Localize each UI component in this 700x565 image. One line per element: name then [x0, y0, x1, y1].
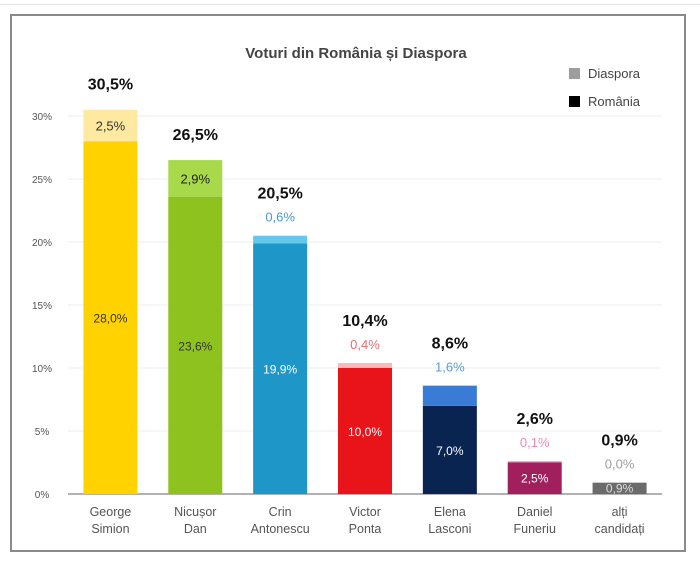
legend: Diaspora România [569, 66, 641, 109]
x-tick-label: Crin [269, 505, 292, 519]
x-tick-label: Ponta [349, 522, 382, 536]
bar-diaspora [338, 362, 392, 368]
total-value-label: 8,6% [432, 336, 468, 353]
total-value-label: 0,9% [601, 433, 637, 450]
bar-diaspora [168, 160, 223, 197]
total-value-label: 26,5% [173, 127, 218, 144]
x-tick-label: Simion [91, 522, 129, 536]
romania-value-label: 28,0% [93, 312, 127, 326]
x-tick-label: candidați [595, 522, 645, 536]
bar-group: 19,9% 0,6% 20,5% Crin Antonescu [251, 186, 310, 536]
romania-value-label: 10,0% [348, 425, 382, 439]
diaspora-value-label: 0,0% [605, 457, 635, 472]
bar-romania [422, 405, 477, 494]
romania-value-label: 23,6% [178, 339, 212, 353]
bar-diaspora [507, 461, 562, 463]
romania-value-label: 7,0% [436, 444, 464, 458]
bar-group: 10,0% 0,4% 10,4% Victor Ponta [338, 313, 392, 536]
y-tick-label: 0% [35, 490, 50, 501]
bar-diaspora [253, 235, 308, 244]
bar-romania [338, 368, 392, 494]
bar-group: 2,5% 0,1% 2,6% Daniel Funeriu [507, 411, 562, 536]
x-tick-label: Victor [349, 505, 381, 519]
bar-group: 7,0% 1,6% 8,6% Elena Lasconi [422, 336, 477, 536]
x-tick-label: Funeriu [514, 522, 556, 536]
total-value-label: 10,4% [342, 313, 387, 330]
y-tick-label: 20% [32, 238, 52, 249]
bar-group: 28,0% 2,5% 30,5% George Simion [83, 77, 138, 536]
x-tick-label: Lasconi [428, 522, 471, 536]
diaspora-value-label: 1,6% [435, 360, 465, 375]
y-tick-label: 5% [35, 427, 50, 438]
x-tick-label: alți [612, 505, 628, 519]
top-divider [0, 4, 700, 5]
diaspora-value-label: 0,4% [350, 337, 380, 352]
legend-swatch-romania [569, 96, 580, 107]
bar-group: 23,6% 2,9% 26,5% Nicușor Dan [168, 127, 223, 536]
x-tick-label: Dan [184, 522, 207, 536]
y-tick-label: 25% [32, 175, 52, 186]
legend-swatch-diaspora [569, 68, 580, 79]
chart-frame [10, 14, 686, 552]
bar-diaspora [422, 385, 477, 406]
total-value-label: 20,5% [257, 186, 302, 203]
x-tick-label: Antonescu [251, 522, 310, 536]
chart-title: Voturi din România și Diaspora [245, 45, 467, 62]
y-tick-label: 15% [32, 301, 52, 312]
bar-group: 0,9% 0,0% 0,9% alți candidați [592, 433, 647, 536]
romania-value-label: 2,5% [521, 471, 549, 485]
y-tick-label: 10% [32, 364, 52, 375]
x-tick-label: Elena [434, 505, 466, 519]
bar-romania [168, 196, 223, 494]
bar-romania [507, 462, 562, 494]
diaspora-value-label: 2,5% [96, 118, 126, 133]
diaspora-value-label: 2,9% [180, 171, 210, 186]
x-tick-label: Daniel [517, 505, 552, 519]
legend-label-diaspora: Diaspora [588, 66, 641, 81]
x-tick-label: George [90, 505, 132, 519]
romania-value-label: 0,9% [606, 481, 634, 495]
x-tick-label: Nicușor [174, 505, 216, 519]
y-tick-label: 30% [32, 112, 52, 123]
legend-label-romania: România [588, 94, 641, 109]
diaspora-value-label: 0,1% [520, 435, 550, 450]
bar-romania [253, 243, 308, 494]
diaspora-value-label: 0,6% [265, 210, 295, 225]
total-value-label: 30,5% [88, 77, 133, 94]
bar-diaspora [83, 109, 138, 142]
bar-romania [83, 141, 138, 494]
romania-value-label: 19,9% [263, 363, 297, 377]
total-value-label: 2,6% [516, 411, 552, 428]
bar-romania [592, 482, 647, 494]
